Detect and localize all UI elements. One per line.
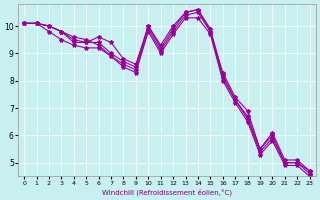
X-axis label: Windchill (Refroidissement éolien,°C): Windchill (Refroidissement éolien,°C): [102, 188, 232, 196]
